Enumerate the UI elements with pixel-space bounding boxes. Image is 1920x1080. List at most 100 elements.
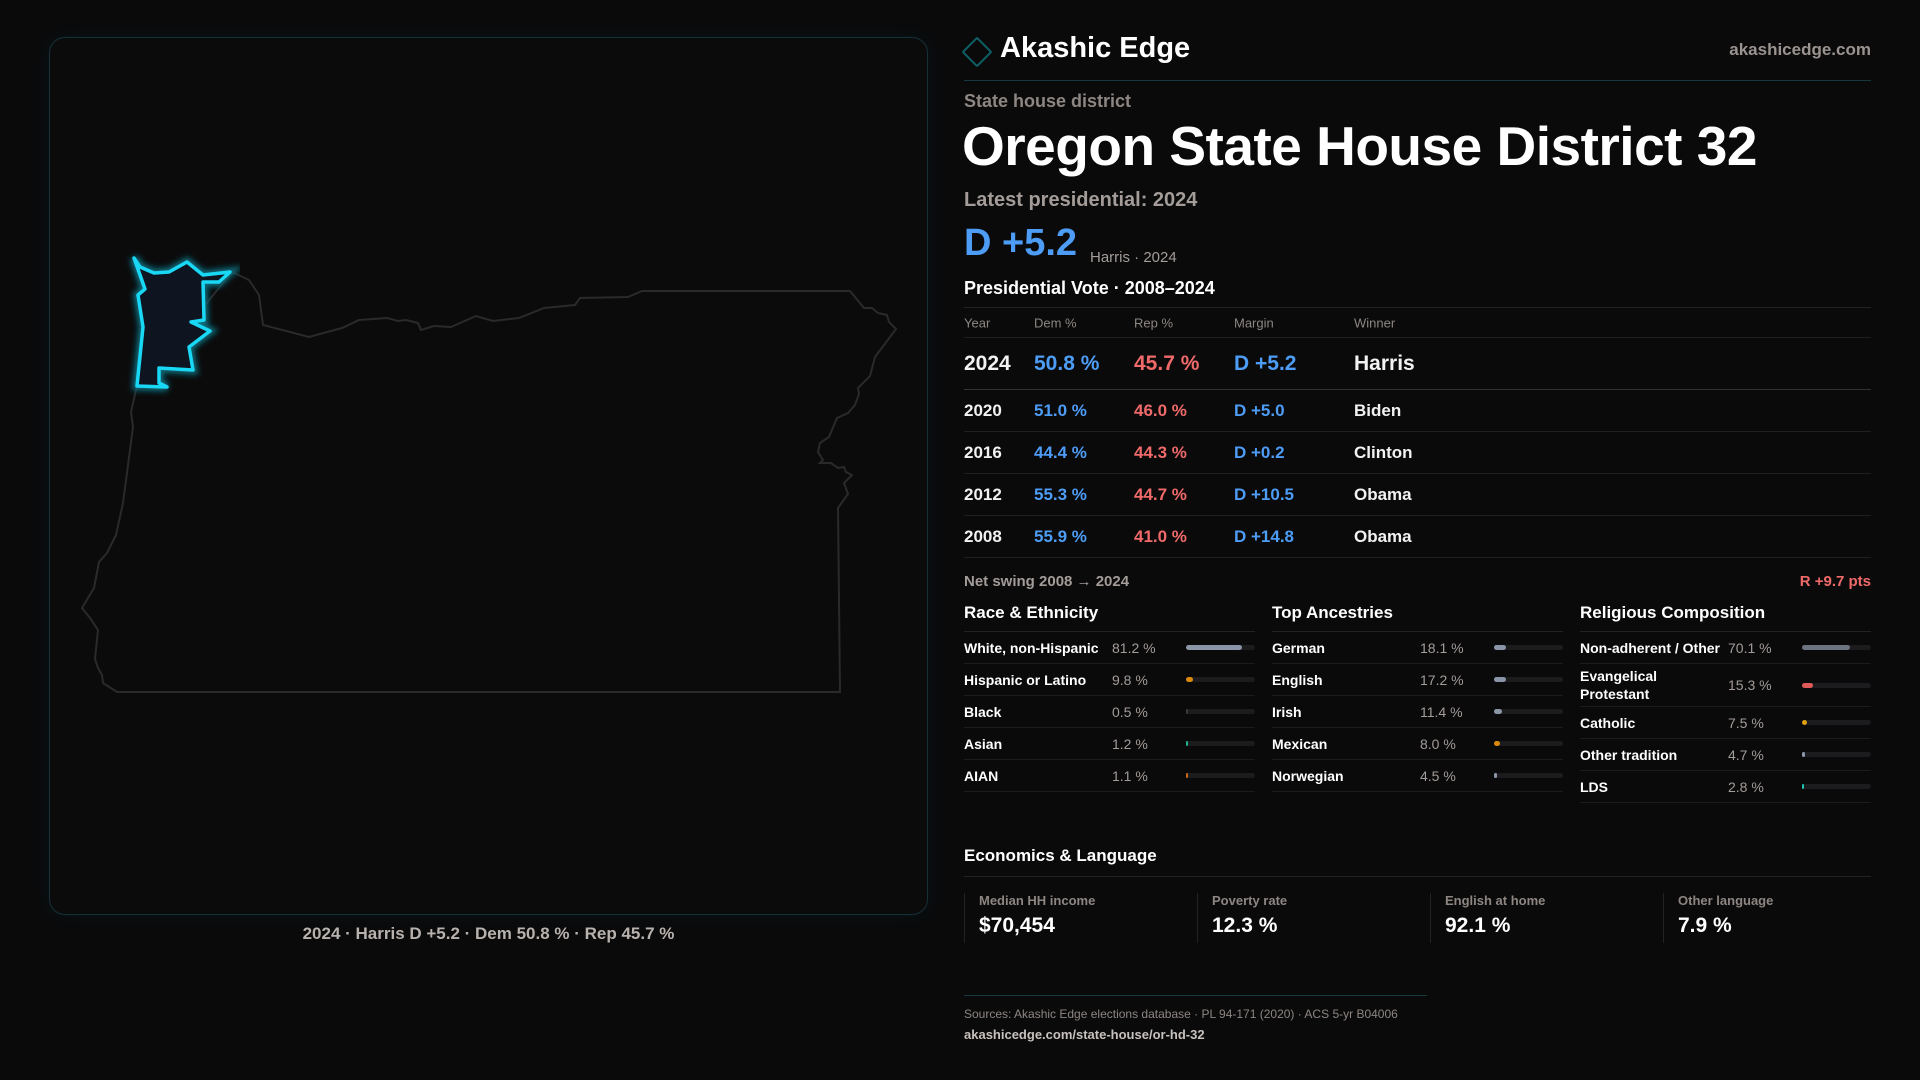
header-winner: Winner — [1354, 315, 1396, 330]
header-year: Year — [964, 315, 991, 330]
cell-margin: D +5.0 — [1234, 400, 1285, 420]
stat-bar-track — [1186, 773, 1255, 778]
cell-margin: D +0.2 — [1234, 442, 1285, 462]
stat-row: Black 0.5 % — [964, 696, 1255, 728]
stat-row: Norwegian 4.5 % — [1272, 760, 1563, 792]
header-dem: Dem % — [1034, 315, 1077, 330]
cell-winner: Obama — [1354, 484, 1412, 504]
table-header: Year Dem % Rep % Margin Winner — [964, 308, 1871, 338]
stat-bar-track — [1186, 677, 1255, 682]
stat-label: Asian — [964, 735, 1003, 752]
vote-table: Year Dem % Rep % Margin Winner 2024 50.8 … — [964, 308, 1871, 558]
stat-bar-fill — [1494, 741, 1500, 746]
stat-label: LDS — [1580, 778, 1608, 795]
stat-bar-fill — [1494, 773, 1498, 778]
stat-value: 15.3 % — [1728, 677, 1772, 693]
stat-label: Catholic — [1580, 714, 1636, 731]
stat-bar-fill — [1494, 709, 1502, 714]
stat-label: Irish — [1272, 703, 1302, 720]
section-title: Religious Composition — [1580, 603, 1871, 632]
stat-value: 0.5 % — [1112, 703, 1148, 720]
stat-bar-track — [1802, 645, 1871, 650]
stat-bar-track — [1494, 741, 1563, 746]
stat-row: Irish 11.4 % — [1272, 696, 1563, 728]
econ-stat-label: Poverty rate — [1212, 893, 1288, 908]
footer-divider — [964, 995, 1427, 996]
stat-bar-fill — [1186, 773, 1188, 778]
stat-bar-fill — [1494, 677, 1506, 682]
latest-margin: D +5.2 — [964, 222, 1078, 264]
econ-stat: Other language 7.9 % — [1663, 893, 1890, 943]
cell-rep: 44.7 % — [1134, 484, 1187, 504]
stat-label: Black — [964, 703, 1002, 720]
stat-row: German 18.1 % — [1272, 632, 1563, 664]
econ-stat: Median HH income $70,454 — [964, 893, 1191, 943]
cell-dem: 55.9 % — [1034, 526, 1087, 546]
cell-year: 2020 — [964, 400, 1002, 420]
divider — [964, 876, 1871, 877]
stat-value: 11.4 % — [1420, 703, 1463, 720]
brand-name[interactable]: Akashic Edge — [1000, 32, 1191, 64]
stat-row: Mexican 8.0 % — [1272, 728, 1563, 760]
econ-stat: Poverty rate 12.3 % — [1197, 893, 1424, 943]
stat-row: Other tradition 4.7 % — [1580, 739, 1871, 771]
stat-row: Non-adherent / Other 70.1 % — [1580, 632, 1871, 664]
stat-label: Mexican — [1272, 735, 1328, 752]
stat-label: Norwegian — [1272, 767, 1344, 784]
econ-stat-label: Other language — [1678, 893, 1774, 908]
stat-value: 1.1 % — [1112, 767, 1148, 784]
cell-winner: Clinton — [1354, 442, 1413, 462]
latest-margin-detail: Harris · 2024 — [1090, 249, 1177, 266]
page-title: Oregon State House District 32 — [962, 115, 1757, 177]
econ-stat-label: English at home — [1445, 893, 1546, 908]
map-panel — [49, 37, 928, 915]
table-row: 2020 51.0 % 46.0 % D +5.0 Biden — [964, 390, 1871, 432]
section-race-ethnicity: Race & Ethnicity White, non-Hispanic 81.2 … — [964, 603, 1255, 792]
stat-row: AIAN 1.1 % — [964, 760, 1255, 792]
stat-bar-fill — [1802, 645, 1851, 650]
stat-value: 7.5 % — [1728, 714, 1764, 731]
econ-stat-value: $70,454 — [979, 914, 1055, 937]
cell-dem: 50.8 % — [1034, 351, 1100, 375]
header-rep: Rep % — [1134, 315, 1174, 330]
net-swing-value: R +9.7 pts — [1799, 573, 1871, 590]
table-row: 2016 44.4 % 44.3 % D +0.2 Clinton — [964, 432, 1871, 474]
cell-margin: D +5.2 — [1234, 351, 1297, 375]
section-title: Race & Ethnicity — [964, 603, 1255, 632]
stat-value: 9.8 % — [1112, 671, 1148, 688]
stat-value: 8.0 % — [1420, 735, 1456, 752]
table-row: 2024 50.8 % 45.7 % D +5.2 Harris — [964, 338, 1871, 390]
stat-row: Evangelical Protestant 15.3 % — [1580, 664, 1871, 707]
net-swing-label: Net swing 2008 → 2024 — [964, 573, 1130, 590]
stat-bar-fill — [1802, 720, 1808, 725]
site-link[interactable]: akashicedge.com — [1729, 40, 1871, 59]
district-kind: State house district — [964, 91, 1132, 111]
cell-winner: Obama — [1354, 526, 1412, 546]
stat-label: White, non-Hispanic — [964, 639, 1099, 656]
stat-bar-track — [1494, 645, 1563, 650]
cell-year: 2008 — [964, 526, 1002, 546]
cell-winner: Biden — [1354, 400, 1402, 420]
stat-label: Other tradition — [1580, 746, 1678, 763]
section-religious-composition: Religious Composition Non-adherent / Othe… — [1580, 603, 1871, 803]
stat-bar-track — [1802, 752, 1871, 757]
stat-value: 17.2 % — [1420, 671, 1464, 688]
cell-dem: 44.4 % — [1034, 442, 1087, 462]
economics-title: Economics & Language — [964, 846, 1157, 865]
page-url-link[interactable]: akashicedge.com/state-house/or-hd-32 — [964, 1027, 1205, 1042]
stat-bar-track — [1494, 677, 1563, 682]
stat-row: English 17.2 % — [1272, 664, 1563, 696]
stat-bar-track — [1186, 645, 1255, 650]
stat-bar-track — [1186, 741, 1255, 746]
stat-value: 1.2 % — [1112, 735, 1148, 752]
cell-year: 2024 — [964, 351, 1011, 375]
diamond-icon — [961, 36, 993, 68]
cell-margin: D +10.5 — [1234, 484, 1295, 504]
stat-label: Non-adherent / Other — [1580, 639, 1721, 656]
stat-bar-fill — [1186, 709, 1188, 714]
cell-winner: Harris — [1354, 351, 1415, 375]
cell-dem: 55.3 % — [1034, 484, 1087, 504]
stat-bar-fill — [1802, 752, 1806, 757]
section-title: Top Ancestries — [1272, 603, 1563, 632]
econ-stat-label: Median HH income — [979, 893, 1096, 908]
